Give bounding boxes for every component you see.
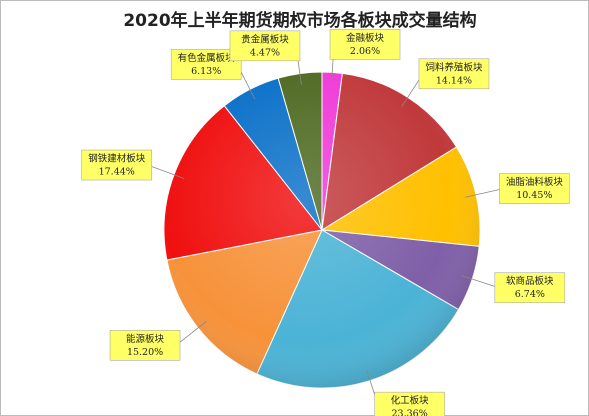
label-value: 14.14% xyxy=(436,75,472,86)
label-name: 饲料养殖板块 xyxy=(425,61,483,73)
label-value: 17.44% xyxy=(99,167,135,178)
label-value: 2.06% xyxy=(350,46,380,57)
label-box xyxy=(229,30,301,62)
label-name: 钢铁建材板块 xyxy=(88,153,146,165)
label-box xyxy=(418,58,490,90)
label-box xyxy=(170,49,242,80)
leader-line xyxy=(461,275,499,289)
label-box xyxy=(499,173,570,204)
labels: 金融板块 2.06% 饲料养殖板块 14.14% 油脂油料板块 10.45% 软商品板块 6.… xyxy=(81,29,570,416)
label-value: 23.36% xyxy=(392,409,428,416)
label-box xyxy=(109,330,181,361)
label-name: 贵金属板块 xyxy=(241,33,289,45)
label-value: 6.74% xyxy=(515,289,545,300)
label-box xyxy=(494,272,566,304)
leader-line xyxy=(175,320,207,346)
label-value: 15.20% xyxy=(127,347,163,358)
pie xyxy=(163,71,481,389)
label-name: 化工板块 xyxy=(391,395,430,407)
label-value: 4.47% xyxy=(250,47,280,58)
label-name: 能源板块 xyxy=(126,333,165,345)
label-value: 10.45% xyxy=(516,190,552,201)
label-box xyxy=(329,29,401,60)
label-name: 有色金属板块 xyxy=(178,52,236,64)
chart-title: 2020年上半年期货期权市场各板块成交量结构 xyxy=(123,10,476,31)
leader-line xyxy=(147,164,185,180)
label-name: 软商品板块 xyxy=(506,275,554,287)
label-name: 金融板块 xyxy=(346,32,385,44)
label-value: 6.13% xyxy=(191,66,221,77)
label-box xyxy=(374,391,445,416)
leader-line xyxy=(465,188,504,198)
label-name: 油脂油料板块 xyxy=(506,176,564,188)
label-box xyxy=(81,149,153,181)
